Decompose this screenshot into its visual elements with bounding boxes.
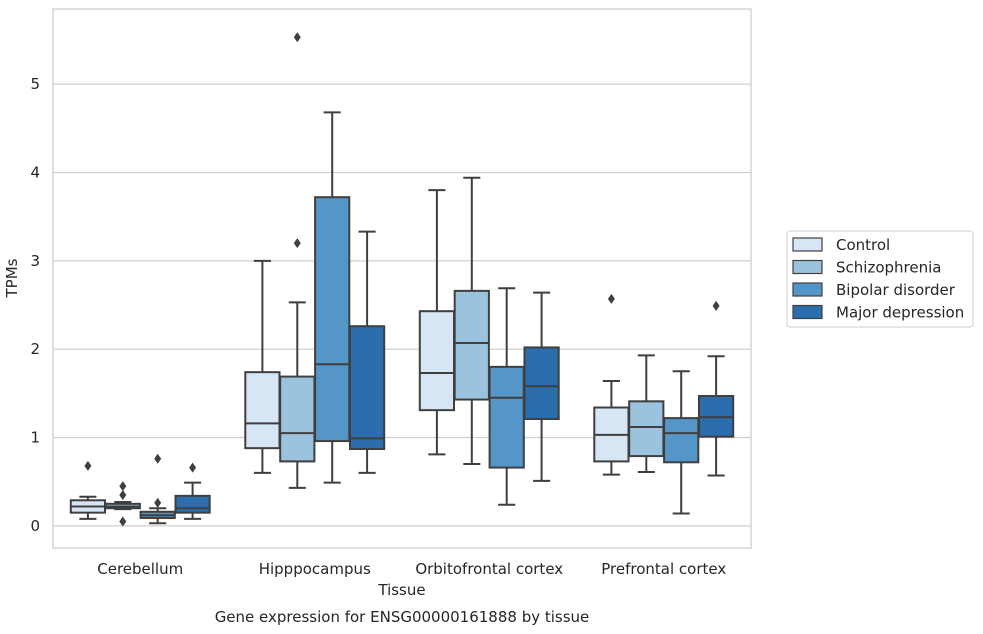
- outlier-point: [293, 238, 301, 249]
- box-iqr: [348, 325, 386, 451]
- x-tick-label: Orbitofrontal cortex: [415, 560, 563, 578]
- box-iqr: [523, 346, 560, 420]
- box-iqr: [488, 365, 525, 469]
- box-iqr: [279, 375, 316, 463]
- legend-label: Control: [836, 236, 890, 254]
- box: [348, 230, 386, 474]
- y-tick-label: 5: [30, 75, 40, 93]
- legend-label: Major depression: [836, 304, 964, 322]
- box-series: [69, 32, 735, 527]
- chart-title: Gene expression for ENSG00000161888 by t…: [215, 608, 590, 626]
- legend-swatch: [792, 282, 823, 297]
- legend-frame: [786, 230, 974, 328]
- box-iqr: [663, 417, 700, 464]
- x-tick-label: Cerebellum: [97, 560, 183, 578]
- box: [593, 293, 630, 476]
- outlier-point: [293, 32, 301, 43]
- outlier-point: [154, 453, 162, 464]
- outlier-point: [189, 462, 197, 473]
- box: [104, 481, 141, 527]
- y-tick-label: 0: [30, 517, 40, 535]
- outlier-point: [119, 481, 127, 492]
- box: [418, 189, 456, 456]
- legend: Control Schizophrenia Bipolar disorder Majo…: [786, 230, 974, 328]
- box-iqr: [244, 371, 281, 450]
- grid-lines: [53, 83, 751, 527]
- box: [314, 111, 351, 484]
- y-axis-ticks: 0 1 2 3 4 5: [30, 75, 40, 535]
- box-iqr: [314, 196, 351, 443]
- box: [663, 370, 700, 515]
- x-tick-label: Hipppocampus: [259, 560, 371, 578]
- box: [488, 287, 525, 506]
- outlier-point: [119, 489, 127, 500]
- box: [69, 460, 107, 520]
- box: [523, 291, 560, 482]
- legend-label: Schizophrenia: [836, 259, 941, 277]
- box: [174, 462, 211, 520]
- box: [453, 176, 490, 466]
- box-iqr: [174, 494, 211, 514]
- x-tick-label: Prefrontal cortex: [601, 560, 726, 578]
- outlier-point: [154, 497, 162, 508]
- box: [697, 300, 735, 477]
- box-iqr: [418, 310, 456, 412]
- outlier-point: [84, 460, 92, 471]
- y-tick-label: 2: [30, 340, 40, 358]
- x-axis-label: Tissue: [377, 581, 425, 599]
- box-iqr: [453, 289, 490, 401]
- y-axis-label: TPMs: [3, 258, 21, 298]
- legend-label: Bipolar disorder: [836, 281, 956, 299]
- box: [628, 354, 665, 474]
- box: [279, 32, 316, 489]
- box: [139, 453, 176, 525]
- legend-swatch: [792, 259, 823, 275]
- y-tick-label: 1: [30, 429, 40, 447]
- y-tick-label: 4: [30, 163, 40, 181]
- outlier-point: [607, 293, 615, 304]
- outlier-point: [119, 516, 127, 527]
- legend-swatch: [792, 237, 823, 252]
- box: [244, 259, 281, 474]
- outlier-point: [712, 300, 720, 311]
- box-iqr: [628, 400, 665, 458]
- legend-swatch: [792, 304, 823, 320]
- y-tick-label: 3: [30, 252, 40, 270]
- plot-frame: [52, 8, 752, 549]
- x-axis-ticks: Cerebellum Hipppocampus Orbitofrontal cort…: [97, 560, 726, 578]
